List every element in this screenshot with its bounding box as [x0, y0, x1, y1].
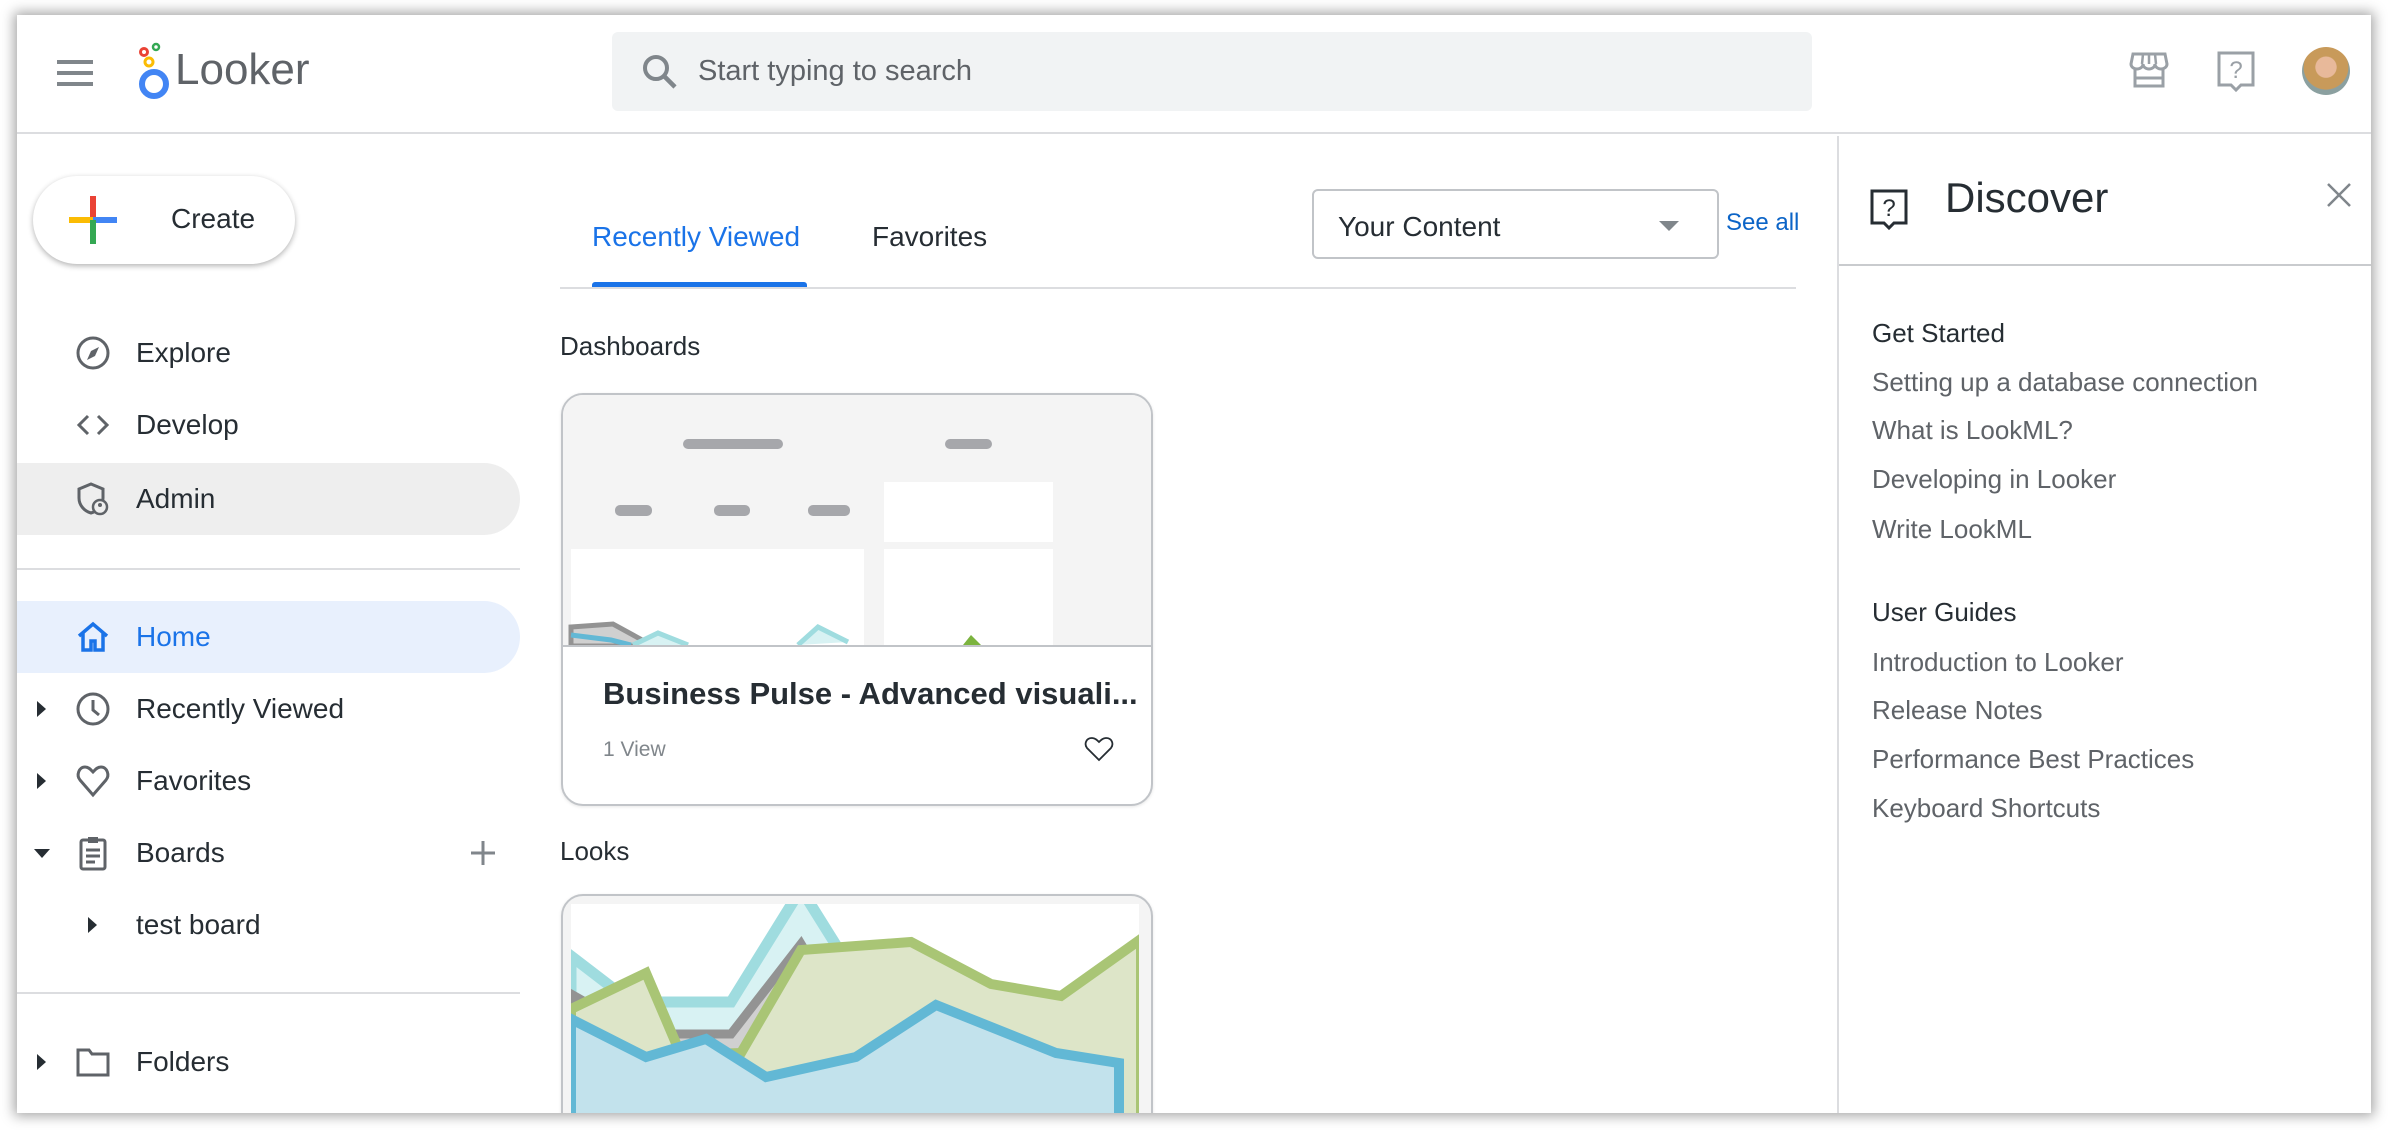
top-bar: Looker ?	[17, 15, 2371, 134]
card-title[interactable]: Business Pulse - Advanced visuali...	[603, 676, 1138, 711]
home-icon	[77, 621, 109, 652]
collapse-arrow-icon[interactable]	[34, 849, 50, 858]
discover-title: Discover	[1945, 174, 2109, 221]
sidebar-item-label: Develop	[136, 409, 239, 440]
discover-link[interactable]: Keyboard Shortcuts	[1872, 793, 2101, 823]
sidebar-item-label: Home	[136, 621, 211, 652]
add-board-icon[interactable]	[469, 839, 497, 867]
discover-link[interactable]: Write LookML	[1872, 514, 2032, 544]
sidebar: Create Explore Develop Admin Home Recent…	[17, 136, 537, 1113]
avatar[interactable]	[2302, 47, 2350, 95]
svg-text:?: ?	[2229, 57, 2242, 84]
discover-link[interactable]: Developing in Looker	[1872, 464, 2117, 494]
sidebar-item-test-board[interactable]: test board	[17, 889, 520, 961]
dashboard-thumbnail	[563, 395, 1151, 645]
view-count: 1 View	[603, 738, 666, 761]
select-value: Your Content	[1338, 211, 1501, 242]
sidebar-item-label: Admin	[136, 483, 216, 514]
discover-link[interactable]: Introduction to Looker	[1872, 647, 2124, 677]
dashboard-card[interactable]: Business Pulse - Advanced visuali... 1 V…	[561, 393, 1153, 806]
chevron-down-icon	[1659, 221, 1679, 231]
app-name: Looker	[175, 45, 310, 94]
look-thumbnail	[571, 904, 1139, 1113]
sidebar-item-label: Recently Viewed	[136, 693, 345, 724]
discover-link[interactable]: Performance Best Practices	[1872, 744, 2195, 774]
section-heading: Get Started	[1872, 318, 2005, 348]
sidebar-item-recently-viewed[interactable]: Recently Viewed	[17, 673, 520, 745]
admin-shield-icon	[77, 482, 109, 516]
expand-arrow-icon[interactable]	[37, 1054, 46, 1070]
active-tab-indicator	[592, 282, 807, 287]
tab-recently-viewed[interactable]: Recently Viewed	[592, 221, 801, 252]
discover-link[interactable]: What is LookML?	[1872, 415, 2073, 445]
sidebar-item-favorites[interactable]: Favorites	[17, 745, 520, 817]
board-icon	[79, 837, 107, 871]
discover-panel: ? Discover Get Started Setting up a data…	[1837, 136, 2371, 1113]
create-label: Create	[171, 203, 256, 234]
close-icon[interactable]	[2326, 182, 2352, 208]
sidebar-item-label: Explore	[136, 337, 231, 368]
sidebar-item-admin[interactable]: Admin	[17, 463, 520, 535]
folder-icon	[76, 1048, 110, 1077]
search-input[interactable]	[698, 32, 1778, 111]
look-card[interactable]	[561, 894, 1153, 1113]
search-bar[interactable]	[612, 32, 1812, 111]
plus-icon	[69, 196, 117, 244]
create-button[interactable]: Create	[33, 176, 295, 264]
looker-window: Looker ? Create Explore Develop Admin H	[17, 15, 2371, 1113]
compass-icon	[76, 336, 110, 370]
content-filter-select[interactable]: Your Content	[1312, 189, 1719, 259]
sidebar-item-folders[interactable]: Folders	[17, 1026, 520, 1098]
divider	[17, 992, 520, 994]
dashboards-heading: Dashboards	[560, 331, 701, 361]
expand-arrow-icon[interactable]	[88, 917, 97, 933]
tab-favorites[interactable]: Favorites	[872, 221, 988, 252]
looker-logo-icon	[139, 42, 169, 99]
see-all-link[interactable]: See all	[1726, 209, 1800, 236]
divider	[1839, 264, 2371, 266]
discover-link[interactable]: Release Notes	[1872, 695, 2043, 725]
divider	[17, 568, 520, 570]
marketplace-icon[interactable]	[2129, 50, 2169, 90]
sidebar-item-develop[interactable]: Develop	[17, 389, 520, 461]
favorite-heart-icon[interactable]	[1084, 735, 1114, 763]
sidebar-item-boards[interactable]: Boards	[17, 817, 520, 889]
sidebar-item-explore[interactable]: Explore	[17, 317, 520, 389]
sidebar-item-label: test board	[136, 909, 261, 940]
sidebar-item-label: Favorites	[136, 765, 252, 796]
sidebar-item-home[interactable]: Home	[17, 601, 520, 673]
sidebar-item-label: Boards	[136, 837, 225, 868]
code-icon	[76, 414, 110, 436]
discover-link[interactable]: Setting up a database connection	[1872, 367, 2258, 397]
clock-icon	[76, 692, 110, 726]
expand-arrow-icon[interactable]	[37, 773, 46, 789]
looks-heading: Looks	[560, 836, 630, 866]
svg-text:?: ?	[1882, 195, 1895, 222]
section-heading: User Guides	[1872, 597, 2017, 627]
sidebar-item-label: Folders	[136, 1046, 230, 1077]
tab-divider	[560, 287, 1796, 289]
search-icon	[643, 55, 677, 89]
help-icon[interactable]: ?	[2216, 50, 2256, 94]
heart-icon	[76, 765, 110, 798]
help-icon: ?	[1870, 189, 1908, 231]
card-divider	[563, 645, 1151, 647]
menu-icon[interactable]	[57, 60, 93, 86]
expand-arrow-icon[interactable]	[37, 701, 46, 717]
